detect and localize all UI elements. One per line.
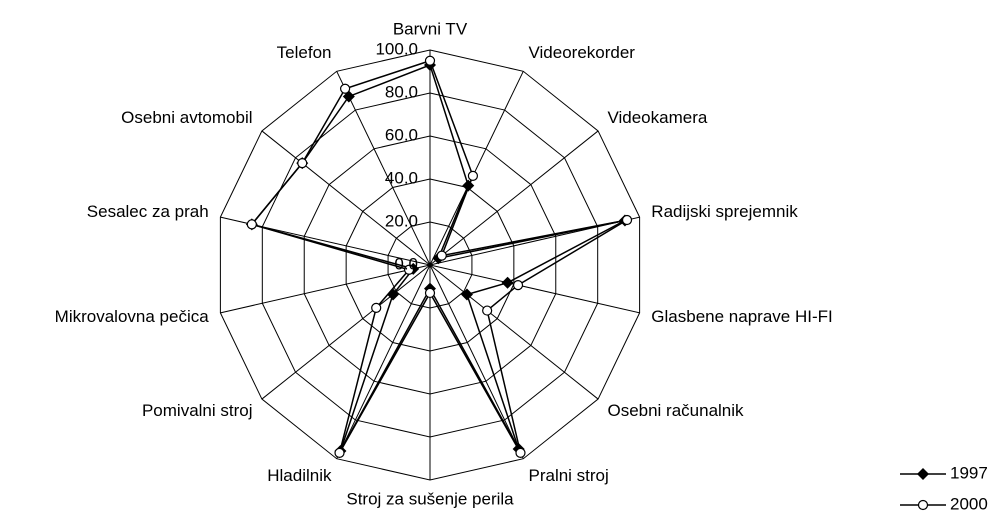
marker — [424, 287, 436, 299]
spoke — [261, 264, 431, 400]
category-label: Barvni TV — [393, 19, 468, 38]
tick-label: 40.0 — [385, 168, 418, 187]
category-label: Pralni stroj — [528, 466, 608, 485]
marker — [297, 158, 308, 169]
marker — [334, 447, 345, 458]
tick-label: 80.0 — [385, 82, 418, 101]
marker — [436, 250, 447, 261]
tick-label: 100.0 — [375, 39, 418, 58]
marker — [621, 214, 633, 226]
marker — [515, 447, 526, 458]
marker — [371, 302, 382, 313]
category-label: Sesalec za prah — [87, 202, 209, 221]
legend-label: 1997 — [950, 463, 988, 482]
marker — [403, 264, 415, 275]
spoke — [429, 71, 524, 266]
legend-label: 2000 — [950, 494, 988, 513]
category-label: Pomivalni stroj — [142, 401, 253, 420]
spoke — [336, 264, 431, 459]
category-label: Hladilnik — [267, 466, 332, 485]
marker — [424, 55, 436, 66]
category-label: Stroj za sušenje perila — [346, 489, 514, 508]
spoke — [261, 130, 431, 266]
category-label: Mikrovalovna pečica — [55, 307, 210, 326]
spoke — [429, 264, 599, 400]
marker — [387, 288, 400, 301]
marker — [501, 276, 514, 289]
category-label: Radijski sprejemnik — [651, 202, 798, 221]
spoke — [336, 71, 431, 266]
category-label: Telefon — [277, 43, 332, 62]
category-label: Osebni računalnik — [607, 401, 744, 420]
category-label: Osebni avtomobil — [121, 108, 252, 127]
spoke — [429, 264, 524, 459]
marker — [512, 279, 524, 291]
tick-label: 20.0 — [385, 211, 418, 230]
spoke — [429, 130, 599, 266]
marker — [467, 170, 479, 181]
marker — [482, 305, 493, 316]
legend-marker — [917, 468, 929, 480]
marker — [462, 179, 475, 192]
legend-marker — [917, 499, 929, 511]
marker — [246, 219, 257, 230]
spoke — [429, 264, 640, 314]
marker — [340, 83, 351, 94]
category-label: Glasbene naprave HI-FI — [651, 307, 832, 326]
tick-label: 0.0 — [394, 254, 418, 273]
tick-label: 60.0 — [385, 125, 418, 144]
category-label: Videokamera — [607, 108, 707, 127]
marker — [460, 288, 473, 301]
spoke — [220, 264, 431, 314]
category-label: Videorekorder — [528, 43, 635, 62]
